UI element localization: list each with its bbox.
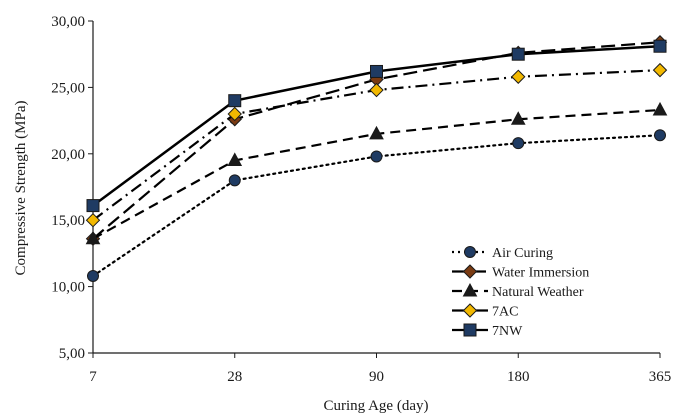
series-7ac — [85, 62, 668, 228]
legend-item: 7NW — [452, 323, 523, 339]
legend-item: 7AC — [452, 303, 518, 320]
data-point — [652, 62, 668, 78]
legend: Air Curing Water Immersion Natural Weather… — [452, 246, 589, 339]
legend-item: Water Immersion — [452, 264, 589, 281]
legend-label: Air Curing — [492, 246, 553, 261]
legend-label: Natural Weather — [492, 285, 584, 300]
x-tick-label: 28 — [227, 369, 242, 385]
data-point — [370, 64, 383, 78]
series-7nw — [86, 39, 667, 213]
y-tick-label: 30,00 — [51, 14, 85, 30]
legend-marker — [463, 323, 477, 337]
legend-marker — [462, 282, 478, 297]
legend-marker — [462, 264, 478, 279]
series-air-curing — [87, 129, 666, 282]
legend-marker — [462, 303, 478, 318]
series-natural-weather — [85, 101, 668, 245]
data-point — [511, 69, 526, 84]
data-point — [653, 39, 667, 53]
data-point — [227, 106, 242, 122]
legend-label: 7AC — [492, 305, 518, 320]
legend-item: Air Curing — [452, 246, 553, 261]
data-point — [512, 137, 525, 150]
series-layer — [85, 35, 668, 282]
data-point — [369, 82, 384, 98]
x-axis-title: Curing Age (day) — [324, 398, 429, 414]
data-point — [369, 125, 384, 140]
data-point — [652, 101, 668, 116]
y-tick-label: 10,00 — [51, 280, 85, 296]
legend-label: Water Immersion — [492, 266, 589, 281]
data-point — [228, 94, 242, 108]
tick-labels: 5,00 10,00 15,00 20,00 25,00 30,00 7 28 90 180 365 — [51, 14, 671, 385]
y-tick-label: 15,00 — [51, 213, 85, 229]
y-tick-label: 20,00 — [51, 147, 85, 163]
legend-marker — [464, 246, 476, 258]
x-tick-label: 90 — [369, 369, 384, 385]
y-tick-label: 25,00 — [51, 80, 85, 96]
data-point — [85, 230, 101, 245]
axes — [88, 20, 661, 358]
data-point — [370, 150, 383, 163]
x-tick-label: 365 — [649, 369, 672, 385]
data-point — [654, 129, 666, 142]
data-point — [511, 47, 525, 61]
x-tick-label: 7 — [89, 369, 97, 385]
x-tick-label: 180 — [507, 369, 530, 385]
data-point — [510, 111, 526, 125]
data-point — [85, 212, 101, 228]
legend-label: 7NW — [492, 324, 523, 339]
y-axis-title: Compressive Strength (MPa) — [13, 101, 29, 276]
y-tick-label: 5,00 — [59, 346, 85, 362]
data-point — [87, 269, 99, 282]
data-point — [227, 152, 243, 166]
legend-item: Natural Weather — [452, 282, 584, 300]
data-point — [86, 199, 100, 213]
data-point — [228, 174, 241, 187]
